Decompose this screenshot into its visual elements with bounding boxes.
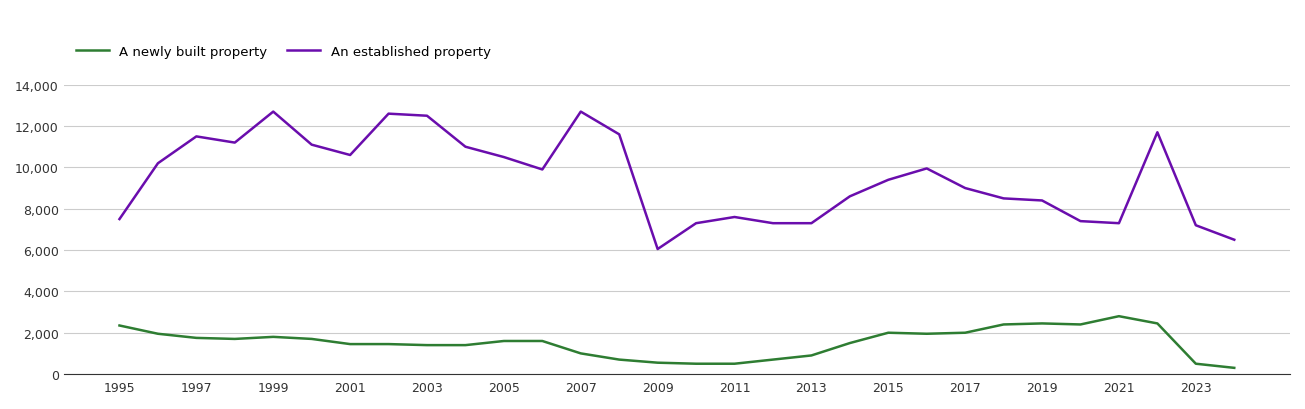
A newly built property (342, 342, 358, 347)
A newly built property (881, 330, 897, 335)
A newly built property (573, 351, 589, 356)
A newly built property (188, 336, 204, 341)
A newly built property (688, 362, 703, 366)
A newly built property (227, 337, 243, 342)
A newly built property (496, 339, 512, 344)
A newly built property (919, 331, 934, 336)
A newly built property (804, 353, 820, 358)
An established property (150, 162, 166, 166)
Line: An established property: An established property (120, 112, 1235, 249)
An established property (535, 168, 551, 173)
A newly built property (1073, 322, 1088, 327)
A newly built property (535, 339, 551, 344)
A newly built property (304, 337, 320, 342)
A newly built property (150, 331, 166, 336)
A newly built property (1227, 366, 1242, 371)
An established property (304, 143, 320, 148)
A newly built property (1150, 321, 1165, 326)
A newly built property (958, 330, 974, 335)
An established property (1150, 130, 1165, 135)
An established property (458, 145, 474, 150)
An established property (996, 196, 1011, 201)
An established property (342, 153, 358, 158)
An established property (919, 166, 934, 171)
An established property (419, 114, 435, 119)
A newly built property (765, 357, 780, 362)
Legend: A newly built property, An established property: A newly built property, An established p… (70, 40, 496, 64)
A newly built property (1035, 321, 1051, 326)
An established property (112, 217, 128, 222)
An established property (188, 135, 204, 139)
An established property (1073, 219, 1088, 224)
An established property (1227, 238, 1242, 243)
A newly built property (419, 343, 435, 348)
An established property (381, 112, 397, 117)
A newly built property (458, 343, 474, 348)
A newly built property (842, 341, 857, 346)
An established property (765, 221, 780, 226)
A newly built property (727, 362, 743, 366)
An established property (958, 186, 974, 191)
A newly built property (381, 342, 397, 347)
A newly built property (265, 335, 281, 339)
A newly built property (1111, 314, 1126, 319)
A newly built property (112, 323, 128, 328)
An established property (227, 141, 243, 146)
An established property (881, 178, 897, 183)
An established property (496, 155, 512, 160)
An established property (573, 110, 589, 115)
An established property (842, 194, 857, 199)
An established property (727, 215, 743, 220)
An established property (650, 247, 666, 252)
A newly built property (611, 357, 626, 362)
An established property (1111, 221, 1126, 226)
An established property (1035, 198, 1051, 203)
An established property (804, 221, 820, 226)
Line: A newly built property: A newly built property (120, 317, 1235, 368)
A newly built property (1188, 362, 1203, 366)
An established property (1188, 223, 1203, 228)
A newly built property (650, 360, 666, 365)
An established property (611, 133, 626, 137)
A newly built property (996, 322, 1011, 327)
An established property (265, 110, 281, 115)
An established property (688, 221, 703, 226)
